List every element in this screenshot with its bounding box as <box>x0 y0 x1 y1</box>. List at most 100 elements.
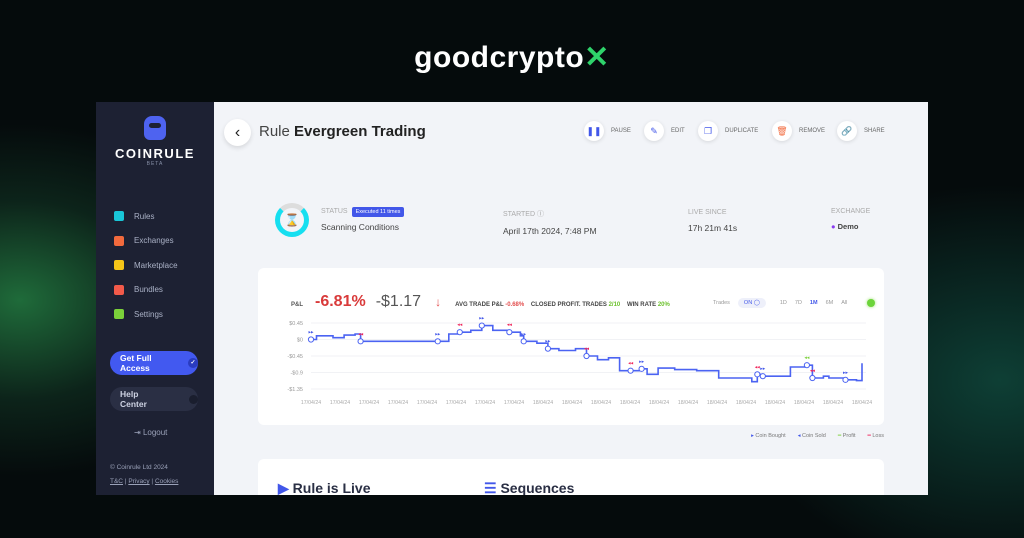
demo-exchange-icon: ● <box>831 222 836 231</box>
trade-point <box>506 329 513 336</box>
x-tick-label: 18/04/24 <box>620 400 640 406</box>
x-tick-label: 18/04/24 <box>649 400 669 406</box>
y-tick-label: -$1.35 <box>287 387 303 393</box>
x-tick-label: 17/04/24 <box>388 400 408 406</box>
range-6m[interactable]: 6M <box>825 300 834 306</box>
x-tick-label: 17/04/24 <box>330 400 350 406</box>
pnl-row: P&L -6.81% -$1.17 ↓ AVG TRADE P&L -0.68%… <box>291 293 670 311</box>
back-button[interactable]: ‹ <box>224 119 251 146</box>
coin-bought-marker: ▸▸ <box>843 370 849 376</box>
rules-icon <box>114 211 124 222</box>
live-since-label: LIVE SINCE <box>688 209 727 216</box>
pnl-percent: -6.81% <box>315 293 366 310</box>
trade-point <box>357 338 364 345</box>
exchange-label: EXCHANGE <box>831 208 871 215</box>
range-1d[interactable]: 1D <box>779 300 787 306</box>
remove-button[interactable]: 🗑 REMOVE <box>772 121 825 141</box>
sidebar-item-settings[interactable]: Settings <box>114 302 178 327</box>
sidebar-item-exchanges[interactable]: Exchanges <box>114 229 178 254</box>
cookies-link[interactable]: Cookies <box>154 478 179 485</box>
started-label: STARTED <box>503 211 536 218</box>
sidebar-item-label: Settings <box>134 309 163 319</box>
legend-label: Coin Sold <box>801 433 826 439</box>
settings-icon <box>114 309 124 320</box>
win-rate-label: WIN RATE <box>626 302 657 308</box>
sidebar-item-bundles[interactable]: Bundles <box>114 278 178 303</box>
range-all[interactable]: All <box>841 300 848 306</box>
status-block: STATUS Executed 11 times Scanning Conditi… <box>321 207 405 232</box>
coinrule-logo: COINRULE BETA <box>96 116 214 167</box>
marketplace-icon <box>114 260 124 271</box>
logout-button[interactable]: ⇥ Logout <box>134 428 167 437</box>
trade-point <box>627 367 634 374</box>
help-center-button[interactable]: Help Center <box>110 387 198 411</box>
chart-controls: Trades ON ◯ 1D 7D 1M 6M All <box>713 298 876 308</box>
coin-bought-marker: ▸▸ <box>308 330 314 336</box>
app-window: COINRULE BETA Rules Exchanges Marketplace B… <box>96 102 928 495</box>
sidebar: COINRULE BETA Rules Exchanges Marketplace B… <box>96 102 214 495</box>
exchange-value: Demo <box>837 222 859 231</box>
coin-sold-marker: ◂◂ <box>628 361 634 367</box>
sidebar-item-rules[interactable]: Rules <box>114 204 178 229</box>
pause-button[interactable]: ❚❚ PAUSE <box>584 121 631 141</box>
sequences-heading: ☰ Sequences <box>484 480 574 495</box>
legend-coin-bought: ▸ Coin Bought <box>751 433 786 439</box>
x-tick-label: 18/04/24 <box>736 400 756 406</box>
sidebar-item-marketplace[interactable]: Marketplace <box>114 253 178 278</box>
trade-point <box>583 352 590 360</box>
performance-card: P&L -6.81% -$1.17 ↓ AVG TRADE P&L -0.68%… <box>258 268 884 425</box>
trade-point <box>478 322 485 329</box>
status-value: Scanning Conditions <box>321 222 399 232</box>
coin-bought-marker: ▸▸ <box>545 339 551 345</box>
started-block: STARTED ⓘ April 17th 2024, 7:48 PM <box>503 209 597 236</box>
y-tick-label: -$0.9 <box>290 371 303 377</box>
goodcrypto-logo: goodcrypto✕ <box>414 41 610 74</box>
exchange-block: EXCHANGE ● Demo <box>831 208 870 231</box>
robot-icon <box>144 116 166 140</box>
coin-sold-marker: ◂◂ <box>507 322 513 328</box>
sidebar-item-label: Bundles <box>134 285 163 295</box>
title-prefix: Rule <box>259 123 290 140</box>
share-button[interactable]: 🔗 SHARE <box>837 121 885 141</box>
page-title: Rule Evergreen Trading <box>259 123 426 140</box>
legend-marker-icon: ▸ <box>751 433 754 439</box>
link-icon: 🔗 <box>837 121 857 141</box>
action-label: SHARE <box>864 128 885 134</box>
closed-trades-label: CLOSED PROFIT. TRADES <box>530 302 607 308</box>
coin-bought-marker: ▸▸ <box>760 366 766 372</box>
coin-bought-marker: ▸▸ <box>639 359 645 365</box>
status-badge: Executed 11 times <box>351 207 405 217</box>
live-since-value: 17h 21m 41s <box>688 223 738 233</box>
y-tick-label: $0.45 <box>289 321 303 327</box>
trades-toggle[interactable]: ON ◯ <box>737 298 766 308</box>
range-7d[interactable]: 7D <box>794 300 802 306</box>
sidebar-nav: Rules Exchanges Marketplace Bundles Settings <box>114 204 178 327</box>
rule-live-title: Rule is Live <box>292 480 371 495</box>
pencil-icon: ✎ <box>644 121 664 141</box>
bundles-icon <box>114 284 124 295</box>
trade-point <box>803 362 811 369</box>
tc-link[interactable]: T&C <box>110 478 123 485</box>
duplicate-button[interactable]: ❐ DUPLICATE <box>698 121 758 141</box>
trade-point <box>754 371 761 378</box>
get-full-access-button[interactable]: Get Full Access ✓ <box>110 351 198 375</box>
action-label: EDIT <box>671 128 685 134</box>
legend-marker-icon: ━ <box>837 433 842 439</box>
range-1m[interactable]: 1M <box>809 300 818 306</box>
closed-trades-value: 2/10 <box>608 302 621 308</box>
status-ring: ⌛ <box>275 203 309 237</box>
footer: © Coinrule Ltd 2024 T&C | Privacy | Cook… <box>110 461 178 489</box>
trash-icon: 🗑 <box>772 121 792 141</box>
edit-button[interactable]: ✎ EDIT <box>644 121 685 141</box>
trade-point <box>759 373 766 380</box>
win-rate-value: 20% <box>657 302 670 308</box>
legend-label: Profit <box>842 433 856 439</box>
logout-label: Logout <box>142 428 168 437</box>
live-indicator <box>867 299 876 307</box>
exchanges-icon <box>114 235 124 246</box>
action-label: REMOVE <box>799 128 826 134</box>
x-tick-label: 18/04/24 <box>852 400 872 406</box>
pause-icon: ❚❚ <box>584 121 604 141</box>
x-tick-label: 17/04/24 <box>359 400 379 406</box>
privacy-link[interactable]: Privacy <box>128 478 150 485</box>
